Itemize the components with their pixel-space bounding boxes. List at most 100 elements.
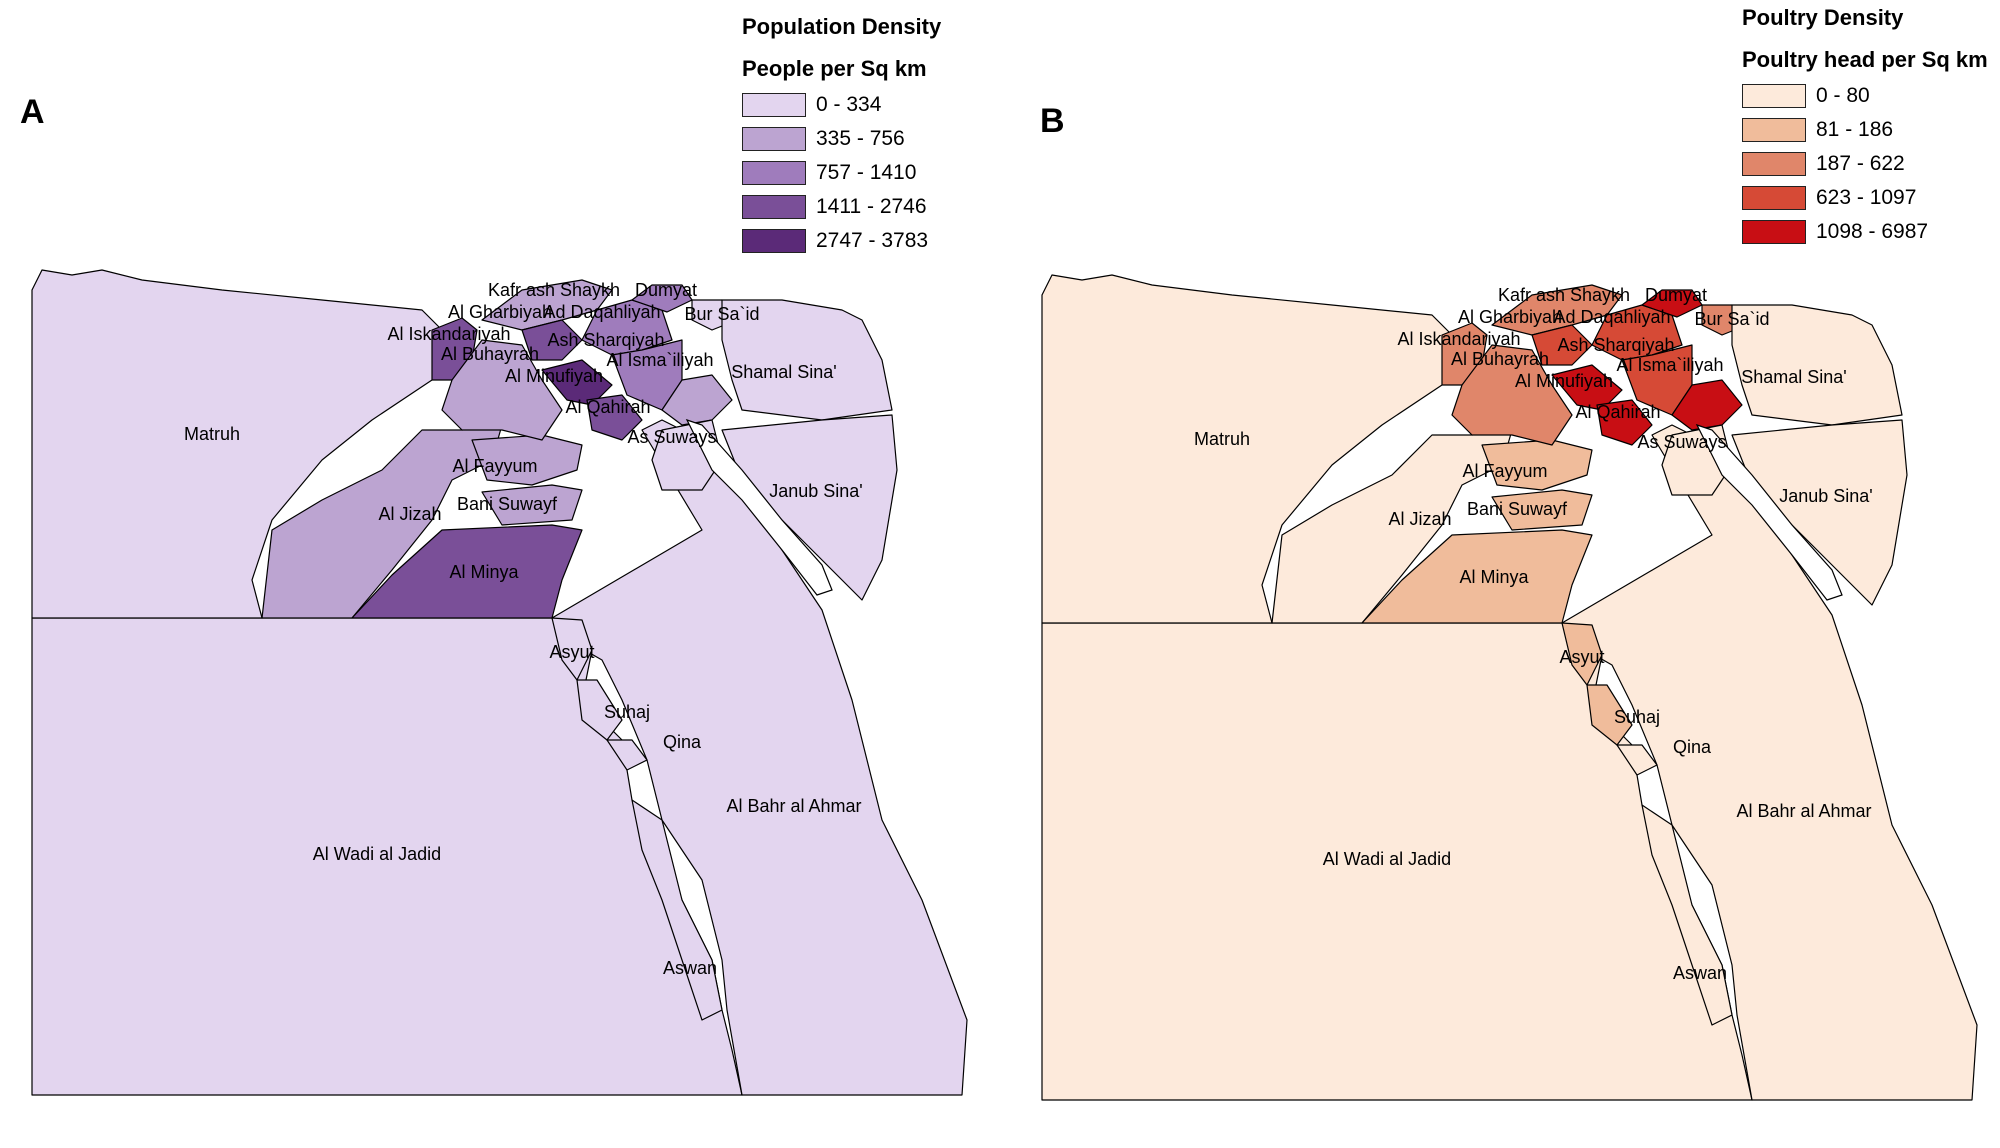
panel-b-letter: B	[1040, 102, 1065, 140]
region-al-qahirah	[586, 394, 643, 441]
legend-swatch	[1742, 84, 1806, 108]
label-matruh: Matruh	[184, 424, 240, 444]
label-al-bahr-al-ahmar: Al Bahr al Ahmar	[1736, 801, 1871, 821]
label-bani-suwayf: Bani Suwayf	[457, 494, 558, 514]
label-kafr-ash-shaykh: Kafr ash Shaykh	[1498, 285, 1630, 305]
legend-swatch	[742, 195, 806, 219]
legend-swatch	[1742, 118, 1806, 142]
legend-row: 623 - 1097	[1742, 181, 1988, 215]
label-janub-sina: Janub Sina'	[1779, 486, 1873, 506]
label-qina: Qina	[663, 732, 702, 752]
legend-b-title: Poultry Density	[1742, 5, 1904, 30]
label-al-jizah: Al Jizah	[378, 504, 441, 524]
label-al-buhayrah: Al Buhayrah	[1451, 349, 1549, 369]
legend-label: 623 - 1097	[1816, 186, 1917, 209]
region-al-gharbiyah	[521, 319, 583, 361]
legend-row: 335 - 756	[742, 122, 941, 156]
label-ash-sharqiyah: Ash Sharqiyah	[1557, 335, 1674, 355]
label-matruh: Matruh	[1194, 429, 1250, 449]
legend-label: 335 - 756	[816, 127, 905, 150]
legend-swatch	[742, 127, 806, 151]
legend-label: 1411 - 2746	[816, 195, 927, 218]
label-dumyat: Dumyat	[1645, 285, 1707, 305]
label-al-gharbiyah: Al Gharbiyah	[1458, 307, 1562, 327]
label-aswan: Aswan	[663, 958, 717, 978]
region-al-buhayrah	[441, 339, 563, 441]
label-bur-sa-id: Bur Sa`id	[684, 304, 759, 324]
panel-a-letter: A	[20, 93, 45, 131]
gulf-of-suez	[685, 418, 833, 596]
label-al-qahirah: Al Qahirah	[565, 397, 650, 417]
label-as-suways: As Suways	[627, 427, 716, 447]
legend-row: 1098 - 6987	[1742, 215, 1988, 249]
region-al-minya	[1361, 529, 1593, 624]
region-shamal-sina	[1731, 304, 1903, 426]
label-janub-sina: Janub Sina'	[769, 481, 863, 501]
label-aswan: Aswan	[1673, 963, 1727, 983]
region-al-minufiyah	[541, 359, 613, 406]
region-asyut	[551, 617, 593, 681]
label-al-minya: Al Minya	[1459, 567, 1529, 587]
legend-row: 2747 - 3783	[742, 224, 941, 258]
label-shamal-sina: Shamal Sina'	[731, 362, 837, 382]
label-shamal-sina: Shamal Sina'	[1741, 367, 1847, 387]
legend-row: 0 - 80	[1742, 79, 1988, 113]
legend-b-subtitle: Poultry head per Sq km	[1742, 47, 1988, 72]
label-qina: Qina	[1673, 737, 1712, 757]
region-al-buhayrah	[1451, 344, 1573, 446]
label-al-fayyum: Al Fayyum	[452, 456, 537, 476]
label-suhaj: Suhaj	[1614, 707, 1660, 727]
region-aswan	[631, 799, 723, 1021]
label-al-wadi-al-jadid: Al Wadi al Jadid	[313, 844, 441, 864]
label-al-jizah: Al Jizah	[1388, 509, 1451, 529]
legend-swatch	[1742, 152, 1806, 176]
legend-a-title: Population Density	[742, 14, 942, 39]
label-kafr-ash-shaykh: Kafr ash Shaykh	[488, 280, 620, 300]
legend-label: 757 - 1410	[816, 161, 917, 184]
label-dumyat: Dumyat	[635, 280, 697, 300]
label-al-gharbiyah: Al Gharbiyah	[448, 302, 552, 322]
label-bani-suwayf: Bani Suwayf	[1467, 499, 1568, 519]
label-ad-daqahliyah: Ad Daqahliyah	[1553, 307, 1670, 327]
label-al-qahirah: Al Qahirah	[1575, 402, 1660, 422]
region-al-minufiyah	[1551, 364, 1623, 411]
label-al-bahr-al-ahmar: Al Bahr al Ahmar	[726, 796, 861, 816]
label-al-fayyum: Al Fayyum	[1462, 461, 1547, 481]
label-al-iskandariyah: Al Iskandariyah	[1397, 329, 1520, 349]
legend-row: 187 - 622	[1742, 147, 1988, 181]
label-suhaj: Suhaj	[604, 702, 650, 722]
region-suhaj	[576, 679, 623, 741]
region-dumyat	[631, 284, 693, 313]
label-al-isma-iliyah: Al Isma`iliyah	[1616, 355, 1723, 375]
label-al-minya: Al Minya	[449, 562, 519, 582]
region-al-isma-iliyah	[1671, 379, 1743, 431]
legend-row: 757 - 1410	[742, 156, 941, 190]
label-al-minufiyah: Al Minufiyah	[1515, 371, 1613, 391]
legend-a-subtitle: People per Sq km	[742, 56, 927, 81]
region-qina	[606, 739, 648, 771]
label-asyut: Asyut	[549, 642, 594, 662]
region-al-qahirah	[1596, 399, 1653, 446]
map-b: Matruh Al Wadi al Jadid Al Bahr al Ahmar Sh…	[1041, 274, 1978, 1101]
region-aswan	[1641, 804, 1733, 1026]
legend-swatch	[1742, 220, 1806, 244]
label-al-wadi-al-jadid: Al Wadi al Jadid	[1323, 849, 1451, 869]
region-shamal-sina	[721, 299, 893, 421]
region-al-gharbiyah	[1531, 324, 1593, 366]
legend-label: 0 - 80	[1816, 84, 1870, 107]
legend-label: 187 - 622	[1816, 152, 1905, 175]
label-al-iskandariyah: Al Iskandariyah	[387, 324, 510, 344]
legend-swatch	[742, 161, 806, 185]
label-ash-sharqiyah: Ash Sharqiyah	[547, 330, 664, 350]
label-ad-daqahliyah: Ad Daqahliyah	[543, 302, 660, 322]
legend-swatch	[742, 93, 806, 117]
legend-a: Population Density People per Sq km 0 - …	[742, 14, 941, 258]
legend-row: 0 - 334	[742, 88, 941, 122]
label-al-minufiyah: Al Minufiyah	[505, 366, 603, 386]
region-asyut	[1561, 622, 1603, 686]
region-bani-suwayf	[1491, 489, 1593, 531]
legend-swatch	[742, 229, 806, 253]
legend-label: 81 - 186	[1816, 118, 1894, 141]
region-al-minya	[351, 524, 583, 619]
